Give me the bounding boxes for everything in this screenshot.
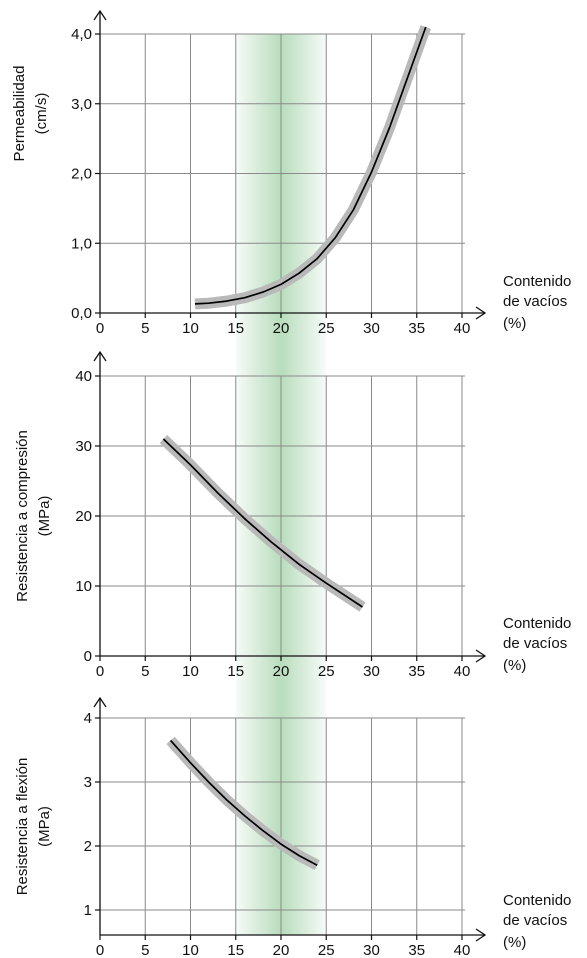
x-tick-label: 10: [182, 320, 199, 337]
y-tick-label: 30: [75, 438, 92, 455]
chart-permeability: 0 5 10 15 20 25 30 35 40 0,0 1,0 2,0 3,0 4,0 Permeabil…: [11, 9, 571, 337]
x-axis-arrow: [475, 306, 487, 320]
x-axis-label: (%): [503, 657, 526, 674]
x-tick-label: 5: [141, 942, 149, 958]
y-axis-label: (MPa): [36, 806, 53, 847]
x-tick-label: 35: [408, 663, 425, 680]
x-tick-label: 10: [182, 663, 199, 680]
x-tick-label: 40: [454, 663, 471, 680]
y-tick-label: 4,0: [71, 26, 92, 43]
y-tick-label: 1: [84, 902, 92, 919]
series-line: [162, 438, 363, 608]
x-tick-label: 15: [227, 663, 244, 680]
x-tick-label: 40: [454, 320, 471, 337]
x-tick-label: 30: [363, 320, 380, 337]
y-axis-arrow: [93, 350, 107, 362]
y-tick-label: 3: [84, 774, 92, 791]
x-tick-label: 25: [318, 663, 335, 680]
x-axis-label: de vacíos: [503, 635, 567, 652]
y-tick-label: 10: [75, 578, 92, 595]
y-axis-label: Resistencia a flexión: [14, 758, 31, 896]
y-axis-arrow: [93, 696, 107, 708]
x-axis-label: Contenido: [503, 615, 571, 632]
x-tick-label: 30: [363, 663, 380, 680]
x-tick-label: 15: [227, 320, 244, 337]
x-axis-label: de vacíos: [503, 293, 567, 310]
x-tick-label: 0: [96, 663, 104, 680]
series-line: [194, 26, 427, 305]
x-axis-arrow: [475, 928, 487, 942]
x-tick-label: 5: [141, 663, 149, 680]
y-tick-label: 0,0: [71, 305, 92, 322]
series-line: [169, 739, 318, 866]
y-axis-label: (cm/s): [33, 93, 50, 135]
x-axis-label: Contenido: [503, 892, 571, 909]
x-axis-arrow: [475, 649, 487, 663]
y-tick-label: 4: [84, 710, 92, 727]
y-tick-label: 3,0: [71, 96, 92, 113]
x-tick-label: 35: [408, 320, 425, 337]
x-axis-label: (%): [503, 934, 526, 951]
y-tick-label: 0: [84, 648, 92, 665]
x-tick-label: 20: [273, 663, 290, 680]
x-axis-label: de vacíos: [503, 912, 567, 929]
chart-flexural-strength: 0 5 10 15 20 25 30 35 40 1 2 3 4 Resistencia a flexió…: [14, 696, 571, 958]
x-axis-label: (%): [503, 315, 526, 332]
x-tick-label: 30: [363, 942, 380, 958]
x-tick-label: 25: [318, 320, 335, 337]
x-tick-label: 20: [273, 942, 290, 958]
y-tick-label: 20: [75, 508, 92, 525]
y-axis-arrow: [93, 9, 107, 21]
y-tick-label: 2,0: [71, 166, 92, 183]
x-axis-label: Contenido: [503, 273, 571, 290]
y-axis-label: (MPa): [36, 496, 53, 537]
y-axis-label: Permeabilidad: [11, 66, 28, 162]
x-tick-label: 15: [227, 942, 244, 958]
x-tick-label: 0: [96, 942, 104, 958]
x-tick-label: 0: [96, 320, 104, 337]
x-tick-label: 25: [318, 942, 335, 958]
x-tick-label: 35: [408, 942, 425, 958]
y-axis-label: Resistencia a compresión: [14, 430, 31, 602]
x-tick-label: 10: [182, 942, 199, 958]
y-tick-label: 2: [84, 838, 92, 855]
x-tick-label: 40: [454, 942, 471, 958]
y-tick-label: 1,0: [71, 235, 92, 252]
y-tick-label: 40: [75, 368, 92, 385]
x-tick-label: 20: [273, 320, 290, 337]
chart-compressive-strength: 0 5 10 15 20 25 30 35 40 0 10 20 30 40 Resistencia a c…: [14, 350, 571, 680]
x-tick-label: 5: [141, 320, 149, 337]
